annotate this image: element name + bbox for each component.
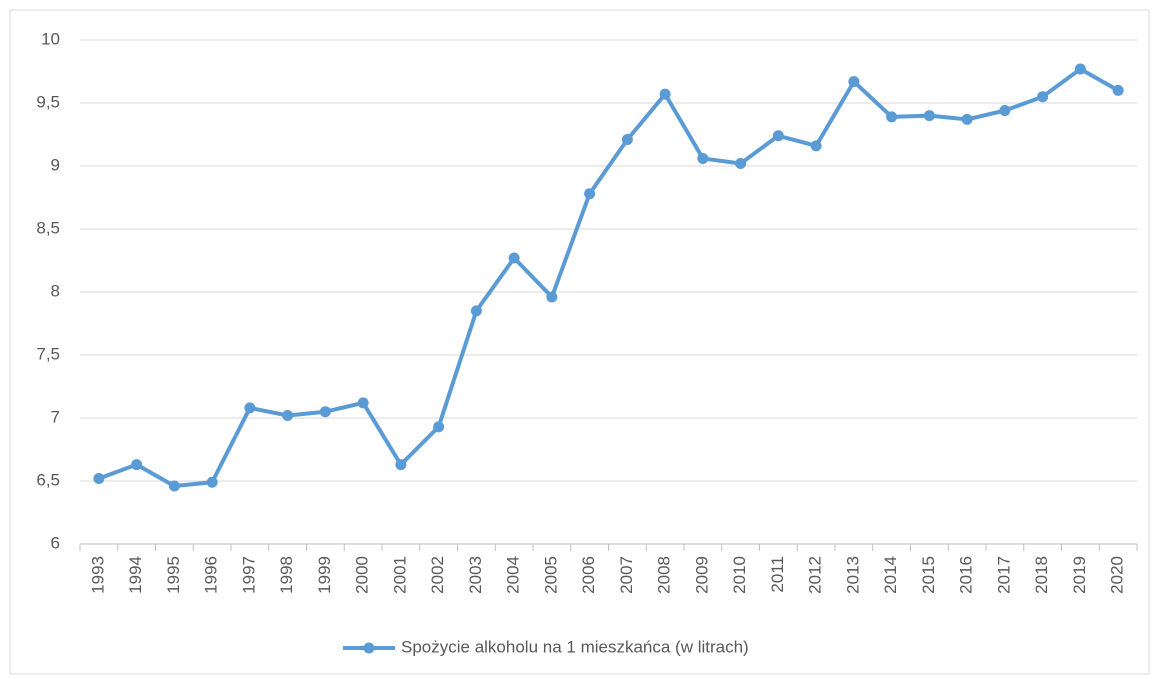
x-tick-label: 2013 bbox=[843, 556, 862, 594]
point bbox=[886, 111, 898, 123]
y-tick-label: 7 bbox=[51, 407, 60, 426]
x-tick-label: 1994 bbox=[126, 556, 145, 594]
point bbox=[621, 134, 633, 146]
y-tick-label: 6,5 bbox=[36, 470, 60, 489]
point bbox=[1037, 91, 1049, 103]
legend-marker bbox=[363, 642, 375, 654]
x-tick-label: 1998 bbox=[277, 556, 296, 594]
series-line bbox=[98, 66, 1120, 489]
point bbox=[1074, 63, 1086, 75]
x-tick-label: 2018 bbox=[1032, 556, 1051, 594]
point bbox=[772, 130, 784, 142]
x-tick-label: 2011 bbox=[768, 556, 787, 593]
x-tick-label: 2005 bbox=[541, 556, 560, 594]
point bbox=[584, 188, 596, 200]
x-tick-label: 1993 bbox=[88, 556, 107, 594]
legend-label: Spożycie alkoholu na 1 mieszkańca (w lit… bbox=[401, 637, 749, 656]
y-tick-label: 8,5 bbox=[36, 218, 60, 237]
point bbox=[168, 480, 180, 492]
point bbox=[810, 140, 822, 152]
x-tick-label: 1996 bbox=[202, 556, 221, 594]
point bbox=[508, 252, 520, 264]
point bbox=[999, 105, 1011, 117]
x-tick-label: 2009 bbox=[692, 556, 711, 594]
point bbox=[433, 421, 445, 433]
y-tick-label: 10 bbox=[41, 29, 60, 48]
point bbox=[470, 305, 482, 317]
x-tick-label: 2020 bbox=[1108, 556, 1127, 594]
x-tick-label: 2019 bbox=[1070, 556, 1089, 594]
x-tick-label: 2015 bbox=[919, 556, 938, 594]
x-tick-label: 2017 bbox=[994, 556, 1013, 594]
x-tick-label: 1999 bbox=[315, 556, 334, 594]
y-tick-label: 6 bbox=[51, 533, 60, 552]
x-tick-label: 2003 bbox=[466, 556, 485, 594]
chart-frame bbox=[9, 9, 1150, 675]
point bbox=[546, 291, 558, 303]
x-tick-label: 2000 bbox=[353, 556, 372, 594]
point bbox=[206, 476, 218, 488]
point bbox=[357, 397, 369, 409]
x-tick-label: 2006 bbox=[579, 556, 598, 594]
point bbox=[282, 409, 294, 421]
x-tick-label: 2010 bbox=[730, 556, 749, 594]
point bbox=[93, 472, 105, 484]
x-tick-label: 1997 bbox=[239, 556, 258, 594]
x-tick-label: 2007 bbox=[617, 556, 636, 594]
x-tick-label: 2016 bbox=[957, 556, 976, 594]
point bbox=[1112, 84, 1124, 96]
x-tick-label: 2001 bbox=[390, 556, 409, 594]
point bbox=[319, 406, 331, 418]
y-tick-label: 8 bbox=[51, 281, 60, 300]
x-tick-label: 2012 bbox=[806, 556, 825, 594]
y-tick-label: 9,5 bbox=[36, 92, 60, 111]
x-tick-label: 2014 bbox=[881, 556, 900, 594]
x-tick-label: 2002 bbox=[428, 556, 447, 594]
y-tick-label: 7,5 bbox=[36, 344, 60, 363]
x-tick-label: 2004 bbox=[504, 556, 523, 594]
point bbox=[244, 402, 256, 414]
point bbox=[697, 152, 709, 164]
point bbox=[131, 459, 143, 471]
point bbox=[659, 88, 671, 100]
point bbox=[848, 76, 860, 88]
point bbox=[735, 157, 747, 169]
x-tick-label: 1995 bbox=[164, 556, 183, 594]
point bbox=[961, 113, 973, 125]
point bbox=[395, 459, 407, 471]
point bbox=[923, 110, 935, 122]
x-tick-label: 2008 bbox=[655, 556, 674, 594]
y-tick-label: 9 bbox=[51, 155, 60, 174]
